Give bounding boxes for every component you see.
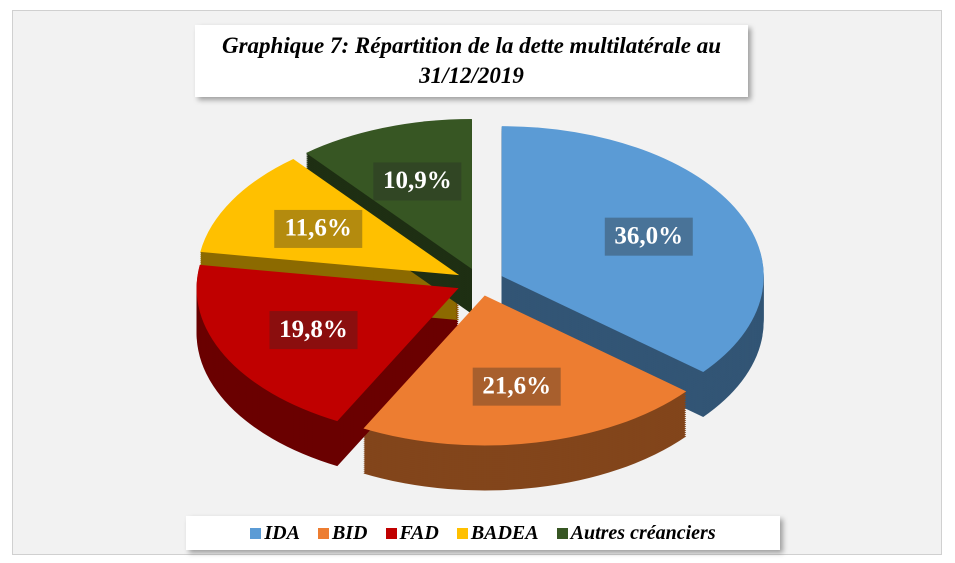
legend-label: Autres créanciers — [570, 521, 716, 544]
legend-item: BADEA — [456, 521, 539, 545]
legend-item: Autres créanciers — [556, 521, 716, 545]
label-box — [604, 217, 693, 256]
label-box — [274, 209, 363, 248]
legend-item: FAD — [385, 521, 439, 545]
data-label: 21,6% — [482, 372, 551, 399]
legend-swatch — [556, 527, 568, 539]
data-label: 19,8% — [279, 316, 348, 343]
data-label: 11,6% — [285, 215, 352, 242]
data-label: 36,0% — [614, 222, 683, 249]
slice — [306, 119, 472, 270]
legend-swatch — [250, 527, 262, 539]
chart-title: Graphique 7: Répartition de la dette mul… — [222, 33, 721, 88]
slice — [501, 126, 764, 373]
legend-swatch — [317, 527, 329, 539]
label-box — [373, 162, 462, 201]
data-label: 10,9% — [383, 167, 452, 194]
slice — [363, 295, 687, 446]
chart-title-box: Graphique 7: Répartition de la dette mul… — [195, 25, 748, 97]
legend-label: BID — [331, 521, 368, 544]
legend-item: IDA — [250, 522, 300, 545]
label-box — [269, 311, 358, 350]
legend-label: FAD — [399, 521, 439, 544]
legend-item: BID — [317, 521, 368, 545]
slice — [200, 159, 460, 276]
legend: IDA BID FAD BADEA Autres créanciers — [186, 516, 780, 550]
legend-label: IDA — [264, 521, 300, 544]
legend-swatch — [456, 527, 468, 539]
legend-swatch — [385, 527, 397, 539]
label-box — [472, 367, 561, 406]
slice — [196, 264, 459, 422]
legend-label: BADEA — [470, 521, 539, 544]
